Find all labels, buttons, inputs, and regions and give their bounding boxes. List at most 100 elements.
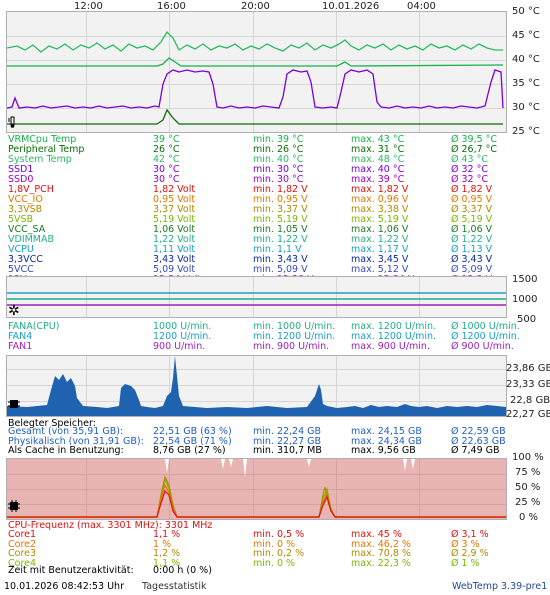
x-label-date: 10.01.2026 — [322, 1, 380, 12]
fan-sensor-current: 1000 U/min. — [153, 321, 212, 332]
memory-min: min. 310,7 MB — [253, 445, 322, 456]
cpu-core-min: min. 0,2 % — [253, 548, 305, 559]
memory-name: Als Cache in Benutzung: — [8, 445, 124, 456]
memory-avg: Ø 22,59 GB — [451, 426, 506, 437]
mem-y-2333: 23,33 GB — [506, 379, 550, 390]
fan-icon: ✲ — [8, 303, 20, 319]
voltage-sensor-avg: Ø 5,19 V — [451, 214, 493, 225]
mem-y-2386: 23,86 GB — [506, 363, 550, 374]
voltage-sensor-max: max. 3,38 V — [351, 204, 409, 215]
cpu-core-min: min. 0 % — [253, 557, 296, 569]
cpu-y-50: 50 % — [515, 482, 541, 493]
voltage-sensor-min: min. 1,22 V — [253, 234, 308, 245]
fan-sensor-min: min. 900 U/min. — [253, 341, 330, 352]
cpu-core-max: max. 22,3 % — [351, 557, 411, 569]
temp-sensor-avg: Ø 39,5 °C — [451, 134, 498, 145]
voltage-sensor-name: 5VSB — [8, 214, 34, 225]
temp-sensor-min: min. 39 °C — [253, 134, 304, 145]
status-timestamp: 10.01.2026 08:42:53 Uhr — [4, 581, 124, 592]
series-ssd — [7, 69, 504, 109]
mem-y-2227: 22,27 GB — [506, 409, 550, 420]
cpu-core-avg: Ø 1 % — [451, 557, 480, 569]
x-label-2000: 20:00 — [241, 1, 270, 12]
y-label-50: 50 °C — [512, 6, 540, 17]
temp-sensor-current: 39 °C — [153, 134, 180, 145]
mem-y-228: 22,8 GB — [510, 395, 550, 406]
cpu-core-name: Core3 — [8, 548, 37, 559]
voltage-sensor-name: VCC_SA — [8, 224, 46, 235]
voltage-sensor-current: 1,06 Volt — [153, 224, 196, 235]
voltage-sensor-max: max. 5,19 V — [351, 214, 409, 225]
memory-name: Physikalisch (von 31,91 GB): — [8, 435, 144, 447]
memory-avg: Ø 7,49 GB — [451, 445, 500, 456]
memory-current: 8,76 GB (27 %) — [153, 445, 226, 456]
voltage-sensor-min: min. 1,05 V — [253, 224, 308, 235]
voltage-sensor-min: min. 1,82 V — [253, 184, 308, 195]
memory-header: Belegter Speicher: — [8, 418, 96, 429]
voltage-sensor-current: 1,22 Volt — [153, 234, 196, 245]
fan-sensor-name: FAN1 — [8, 341, 33, 352]
series-core3 — [7, 475, 506, 518]
voltage-sensor-current: 1,82 Volt — [153, 184, 196, 195]
voltage-sensor-name: VDIMMAB — [8, 234, 55, 245]
cpu-frequency: CPU-Frequenz (max. 3301 MHz): 3301 MHz — [8, 520, 213, 531]
cpu-idle-gaps — [165, 459, 415, 477]
temp-sensor-current: 42 °C — [153, 154, 180, 165]
fan-y-500: 500 — [517, 314, 537, 325]
cpu-core-max: max. 70,8 % — [351, 548, 411, 559]
voltage-sensor-min: min. 5,19 V — [253, 214, 308, 225]
cpu-core-avg: Ø 3 % — [451, 538, 480, 550]
fan-sensor-avg: Ø 900 U/min. — [451, 341, 514, 352]
temperature-lines — [7, 30, 504, 125]
temp-sensor-max: max. 48 °C — [351, 154, 405, 165]
voltage-sensor-min: min. 0,95 V — [253, 194, 308, 205]
status-daily-stats[interactable]: Tagesstatistik — [142, 581, 207, 592]
voltage-sensor-max: max. 1,06 V — [351, 224, 409, 235]
fan-sensor-max: max. 1200 U/min. — [351, 321, 437, 332]
voltage-sensor-current: 5,19 Volt — [153, 214, 196, 225]
fan-lines — [7, 292, 506, 306]
cpu-core-name: Core4 — [8, 557, 37, 569]
voltage-sensor-max: max. 5,12 V — [351, 264, 409, 275]
thermometer-icon — [8, 116, 15, 128]
memory-max: max. 24,15 GB — [351, 426, 422, 437]
fan-chart — [6, 276, 507, 318]
voltage-sensor-name: 5VCC — [8, 264, 34, 275]
voltage-sensor-avg: Ø 1,82 V — [451, 184, 493, 195]
x-label-0400: 04:00 — [407, 1, 436, 12]
memory-current: 22,51 GB (63 %) — [153, 426, 232, 437]
temp-sensor-max: max. 40 °C — [351, 164, 405, 175]
voltage-sensor-avg: Ø 1,06 V — [451, 224, 493, 235]
y-label-30: 30 °C — [512, 102, 540, 113]
temperature-chart — [6, 11, 507, 133]
memory-chip-icon — [8, 400, 20, 408]
voltage-sensor-current: 0,95 Volt — [153, 194, 196, 205]
cpu-core-current: 1,1 % — [153, 557, 181, 569]
voltage-sensor-max: max. 1,82 V — [351, 184, 409, 195]
status-version[interactable]: WebTemp 3.39-pre1 — [452, 581, 548, 592]
x-label-1200: 12:00 — [74, 1, 103, 12]
voltage-sensor-current: 3,37 Volt — [153, 204, 196, 215]
temp-sensor-max: max. 43 °C — [351, 134, 405, 145]
fan-sensor-avg: Ø 1000 U/min. — [451, 321, 520, 332]
voltage-sensor-min: min. 1,1 V — [253, 244, 302, 255]
series-core4 — [7, 476, 506, 518]
cpu-chip-icon — [8, 500, 20, 512]
voltage-sensor-name: 3,3VCC — [8, 254, 43, 265]
voltage-sensor-avg: Ø 3,43 V — [451, 254, 493, 265]
temp-sensor-min: min. 30 °C — [253, 164, 304, 175]
memory-chart — [6, 355, 507, 417]
voltage-sensor-current: 5,09 Volt — [153, 264, 196, 275]
memory-max: max. 9,56 GB — [351, 445, 416, 456]
temp-sensor-avg: Ø 43 °C — [451, 154, 488, 165]
series-vrmcpu-temp — [7, 57, 504, 67]
temp-sensor-name: VRMCpu Temp — [8, 134, 77, 145]
cpu-chart — [6, 458, 507, 520]
voltage-sensor-avg: Ø 0,95 V — [451, 194, 493, 205]
temp-sensor-name: SSD1 — [8, 164, 34, 175]
fan-sensor-current: 900 U/min. — [153, 341, 206, 352]
temp-sensor-name: System Temp — [8, 154, 72, 165]
memory-min: min. 22,27 GB — [253, 435, 322, 447]
activity-value: 0:00 h (0 %) — [153, 565, 212, 576]
voltage-sensor-max: max. 1,17 V — [351, 244, 409, 255]
